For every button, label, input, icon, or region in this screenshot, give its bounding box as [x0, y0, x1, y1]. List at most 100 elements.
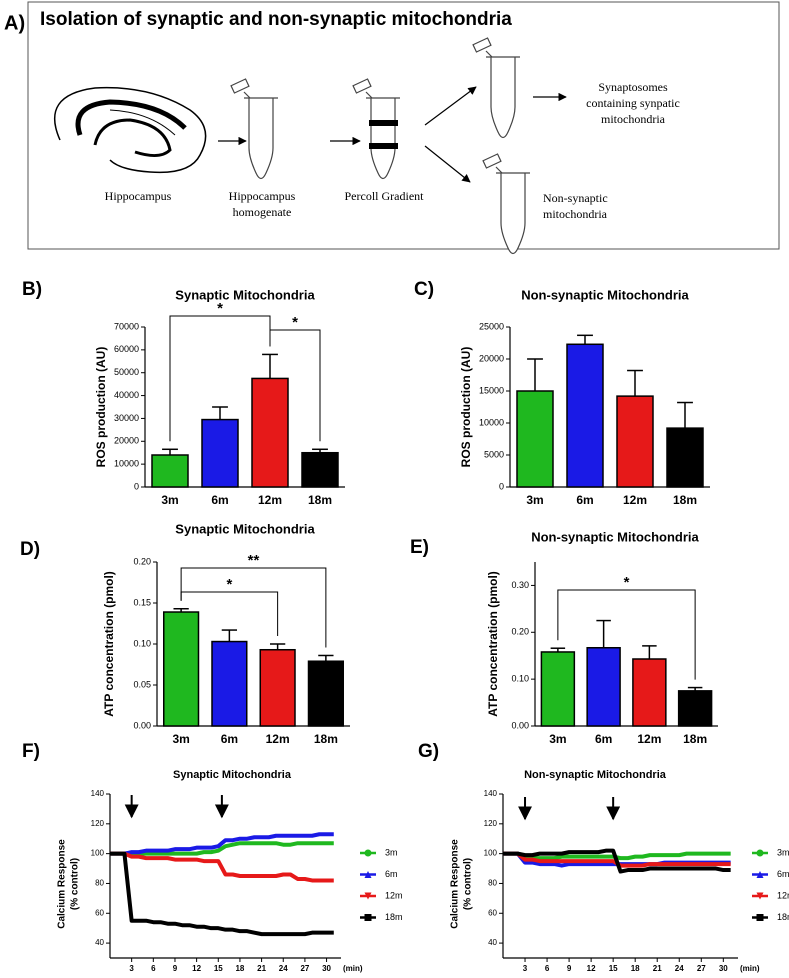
legend-marker — [756, 892, 764, 900]
label: Hippocampus — [229, 189, 296, 203]
bar — [632, 658, 667, 727]
bar — [301, 451, 339, 488]
y-tick-label: 60 — [488, 908, 497, 917]
y-tick-label: 10000 — [114, 459, 139, 469]
legend-label: 3m — [777, 847, 789, 857]
y-tick-label: 120 — [91, 819, 105, 828]
y-tick-label: 60000 — [114, 344, 139, 354]
x-tick-label: 6m — [595, 732, 612, 746]
chart: B) Synaptic Mitochondria ROS production (A… — [22, 279, 345, 507]
gradient-band — [369, 120, 398, 126]
x-tick-label: 18m — [683, 732, 707, 746]
x-tick-label: 12 — [587, 964, 596, 973]
y-tick-label: 0 — [499, 481, 504, 491]
y-axis-label: ATP concentration (pmol) — [102, 571, 116, 717]
y-tick-label: 50000 — [114, 367, 139, 377]
y-tick-label: 15000 — [479, 385, 504, 395]
bar — [586, 646, 621, 727]
x-tick-label: 18m — [308, 493, 332, 507]
legend-label: 3m — [385, 847, 398, 857]
x-unit: (min) — [740, 964, 760, 973]
legend-label: 6m — [777, 869, 789, 879]
tube — [352, 78, 401, 180]
y-tick-label: 0.15 — [133, 597, 151, 607]
bar — [163, 611, 200, 727]
y-tick-label: 80 — [95, 879, 104, 888]
y-tick-label: 0.00 — [133, 720, 151, 730]
panel-a: A) Isolation of synaptic and non-synapti… — [4, 1, 780, 255]
legend-marker — [364, 914, 372, 921]
tube — [482, 153, 531, 255]
significance-label: * — [292, 314, 298, 331]
label: Synaptosomes — [598, 80, 668, 94]
x-tick-label: 24 — [279, 964, 288, 973]
x-tick-label: 18m — [314, 732, 338, 746]
legend-marker — [756, 914, 764, 921]
bar — [307, 660, 344, 727]
panel-label: E) — [410, 537, 429, 558]
y-tick-label: 80 — [488, 879, 497, 888]
y-tick-label: 40000 — [114, 390, 139, 400]
y-tick-label: 0.10 — [511, 674, 529, 684]
panel-label: B) — [22, 279, 42, 300]
y-tick-label: 60 — [95, 908, 104, 917]
significance-label: * — [624, 574, 630, 591]
panel-label: F) — [22, 741, 40, 762]
y-tick-label: 0.20 — [133, 556, 151, 566]
legend-label: 18m — [385, 912, 403, 922]
bar — [516, 390, 554, 488]
legend-marker — [364, 892, 372, 900]
x-tick-label: 21 — [257, 964, 266, 973]
chart: E) Non-synaptic Mitochondria ATP concentra… — [410, 529, 718, 746]
label: mitochondria — [601, 112, 666, 126]
significance-label: * — [217, 300, 223, 317]
legend-marker — [364, 871, 372, 878]
label: mitochondria — [543, 207, 608, 221]
diagram-labels: Hippocampus Hippocampus homogenate Perco… — [105, 80, 680, 221]
legend-label: 12m — [385, 890, 403, 900]
label: containing synpatic — [586, 96, 680, 110]
x-tick-label: 12m — [637, 732, 661, 746]
y-tick-label: 120 — [484, 819, 498, 828]
y-tick-label: 0.10 — [133, 638, 151, 648]
panel-label: C) — [414, 279, 434, 300]
hippocampus-drawing — [54, 86, 207, 174]
x-tick-label: 18 — [235, 964, 244, 973]
y-tick-label: 0.20 — [511, 627, 529, 637]
y-tick-label: 140 — [91, 789, 105, 798]
x-tick-label: 12 — [192, 964, 201, 973]
y-tick-label: 0.00 — [511, 720, 529, 730]
tube — [230, 78, 279, 180]
legend-marker — [756, 849, 764, 857]
chart: G) Non-synaptic Mitochondria Calcium Respo… — [418, 741, 789, 973]
x-tick-label: 12m — [266, 732, 290, 746]
x-unit: (min) — [343, 964, 363, 973]
label: Hippocampus — [105, 189, 172, 203]
series-line — [110, 851, 334, 883]
y-axis-label: ROS production (AU) — [459, 347, 473, 468]
chart-title: Non-synaptic Mitochondria — [524, 769, 667, 781]
y-tick-label: 0.05 — [133, 679, 151, 689]
tube — [472, 37, 521, 139]
x-tick-label: 21 — [653, 964, 662, 973]
significance-bracket — [180, 567, 327, 648]
diagram-title: Isolation of synaptic and non-synaptic m… — [40, 9, 512, 30]
x-tick-label: 30 — [322, 964, 331, 973]
bar — [616, 395, 654, 488]
y-tick-label: 25000 — [479, 321, 504, 331]
chart-title: Synaptic Mitochondria — [175, 287, 315, 302]
significance-bracket — [269, 329, 321, 442]
chart: D) Synaptic Mitochondria ATP concentration… — [20, 521, 350, 746]
significance-label: ** — [248, 552, 260, 569]
series-line — [503, 848, 731, 874]
bar — [666, 427, 704, 488]
x-tick-label: 3 — [523, 964, 528, 973]
panel-label: A) — [4, 12, 25, 34]
gradient-band — [369, 143, 398, 149]
x-tick-label: 3m — [549, 732, 566, 746]
legend-label: 18m — [777, 912, 789, 922]
y-tick-label: 20000 — [479, 353, 504, 363]
label: Non-synaptic — [543, 191, 608, 205]
